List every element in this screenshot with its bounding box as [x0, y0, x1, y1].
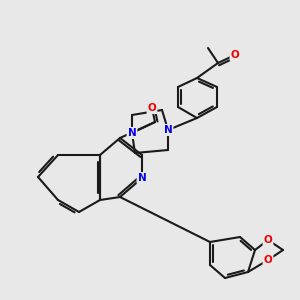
Text: O: O: [264, 235, 272, 245]
Text: O: O: [231, 50, 239, 60]
Text: N: N: [128, 128, 136, 138]
Text: O: O: [148, 103, 156, 113]
Text: O: O: [264, 255, 272, 265]
Text: N: N: [138, 173, 146, 183]
Text: N: N: [164, 125, 172, 135]
